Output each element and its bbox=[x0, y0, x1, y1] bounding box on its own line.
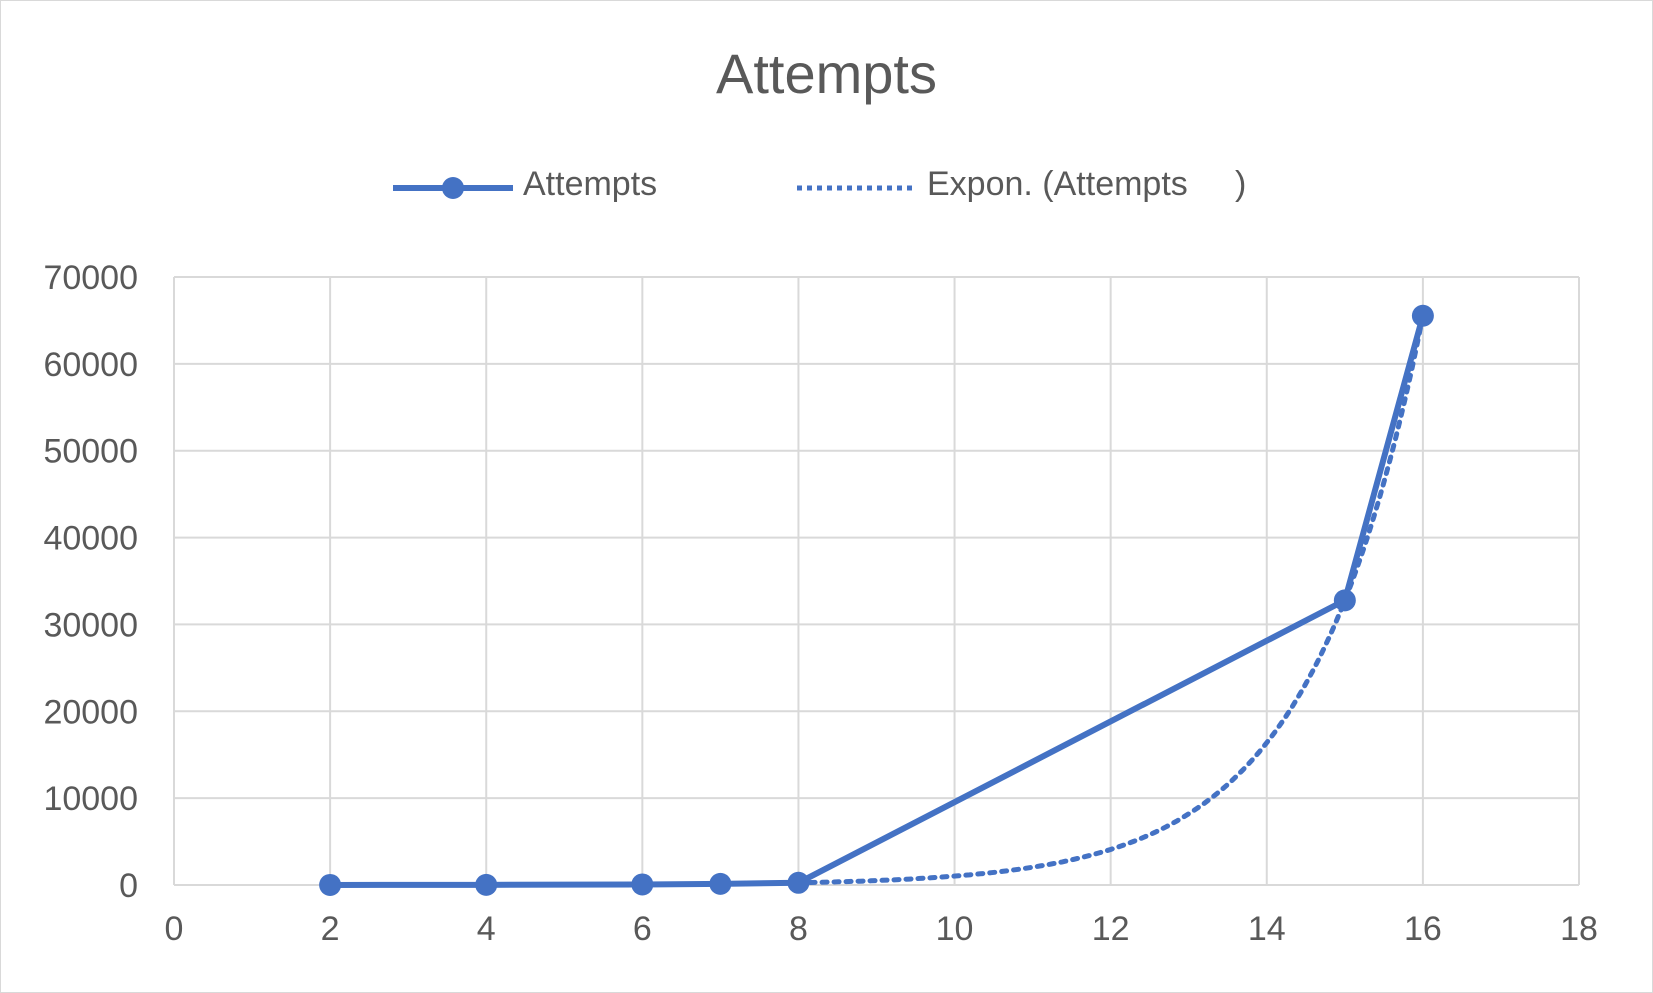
x-tick-label: 8 bbox=[789, 910, 808, 948]
chart-title: Attempts bbox=[716, 42, 937, 105]
x-tick-label: 12 bbox=[1092, 910, 1130, 948]
legend-label-attempts: Attempts bbox=[523, 165, 658, 203]
legend-item-attempts: Attempts bbox=[391, 161, 691, 211]
legend-line-marker-icon bbox=[393, 177, 513, 199]
data-point bbox=[709, 872, 732, 895]
x-tick-label: 16 bbox=[1404, 910, 1442, 948]
y-tick-label: 40000 bbox=[43, 520, 138, 558]
x-tick-label: 4 bbox=[477, 910, 496, 948]
attempts-series-line bbox=[330, 314, 1426, 888]
data-point bbox=[1411, 304, 1434, 327]
y-tick-label: 20000 bbox=[43, 693, 138, 731]
x-tick-label: 0 bbox=[165, 910, 184, 948]
y-tick-label: 0 bbox=[119, 867, 138, 905]
data-point bbox=[475, 873, 498, 896]
legend: Attempts Expon. (Attempts ) bbox=[1, 161, 1652, 211]
x-tick-label: 14 bbox=[1248, 910, 1286, 948]
x-tick-label: 2 bbox=[321, 910, 340, 948]
legend-dotted-line-icon bbox=[797, 185, 917, 191]
y-tick-label: 50000 bbox=[43, 433, 138, 471]
x-tick-label: 18 bbox=[1560, 910, 1598, 948]
expon-trendline bbox=[327, 313, 1426, 888]
data-point bbox=[631, 873, 654, 896]
legend-item-expon-trendline: Expon. (Attempts ) bbox=[795, 161, 1315, 211]
y-tick-label: 30000 bbox=[43, 606, 138, 644]
y-tick-label: 70000 bbox=[43, 259, 138, 297]
x-tick-label: 10 bbox=[936, 910, 974, 948]
legend-label-expon-trendline: Expon. (Attempts ) bbox=[927, 165, 1247, 203]
data-point bbox=[319, 873, 342, 896]
data-point bbox=[787, 871, 810, 894]
x-tick-label: 6 bbox=[633, 910, 652, 948]
y-tick-label: 60000 bbox=[43, 346, 138, 384]
y-tick-label: 10000 bbox=[43, 780, 138, 818]
data-point bbox=[1333, 589, 1356, 612]
